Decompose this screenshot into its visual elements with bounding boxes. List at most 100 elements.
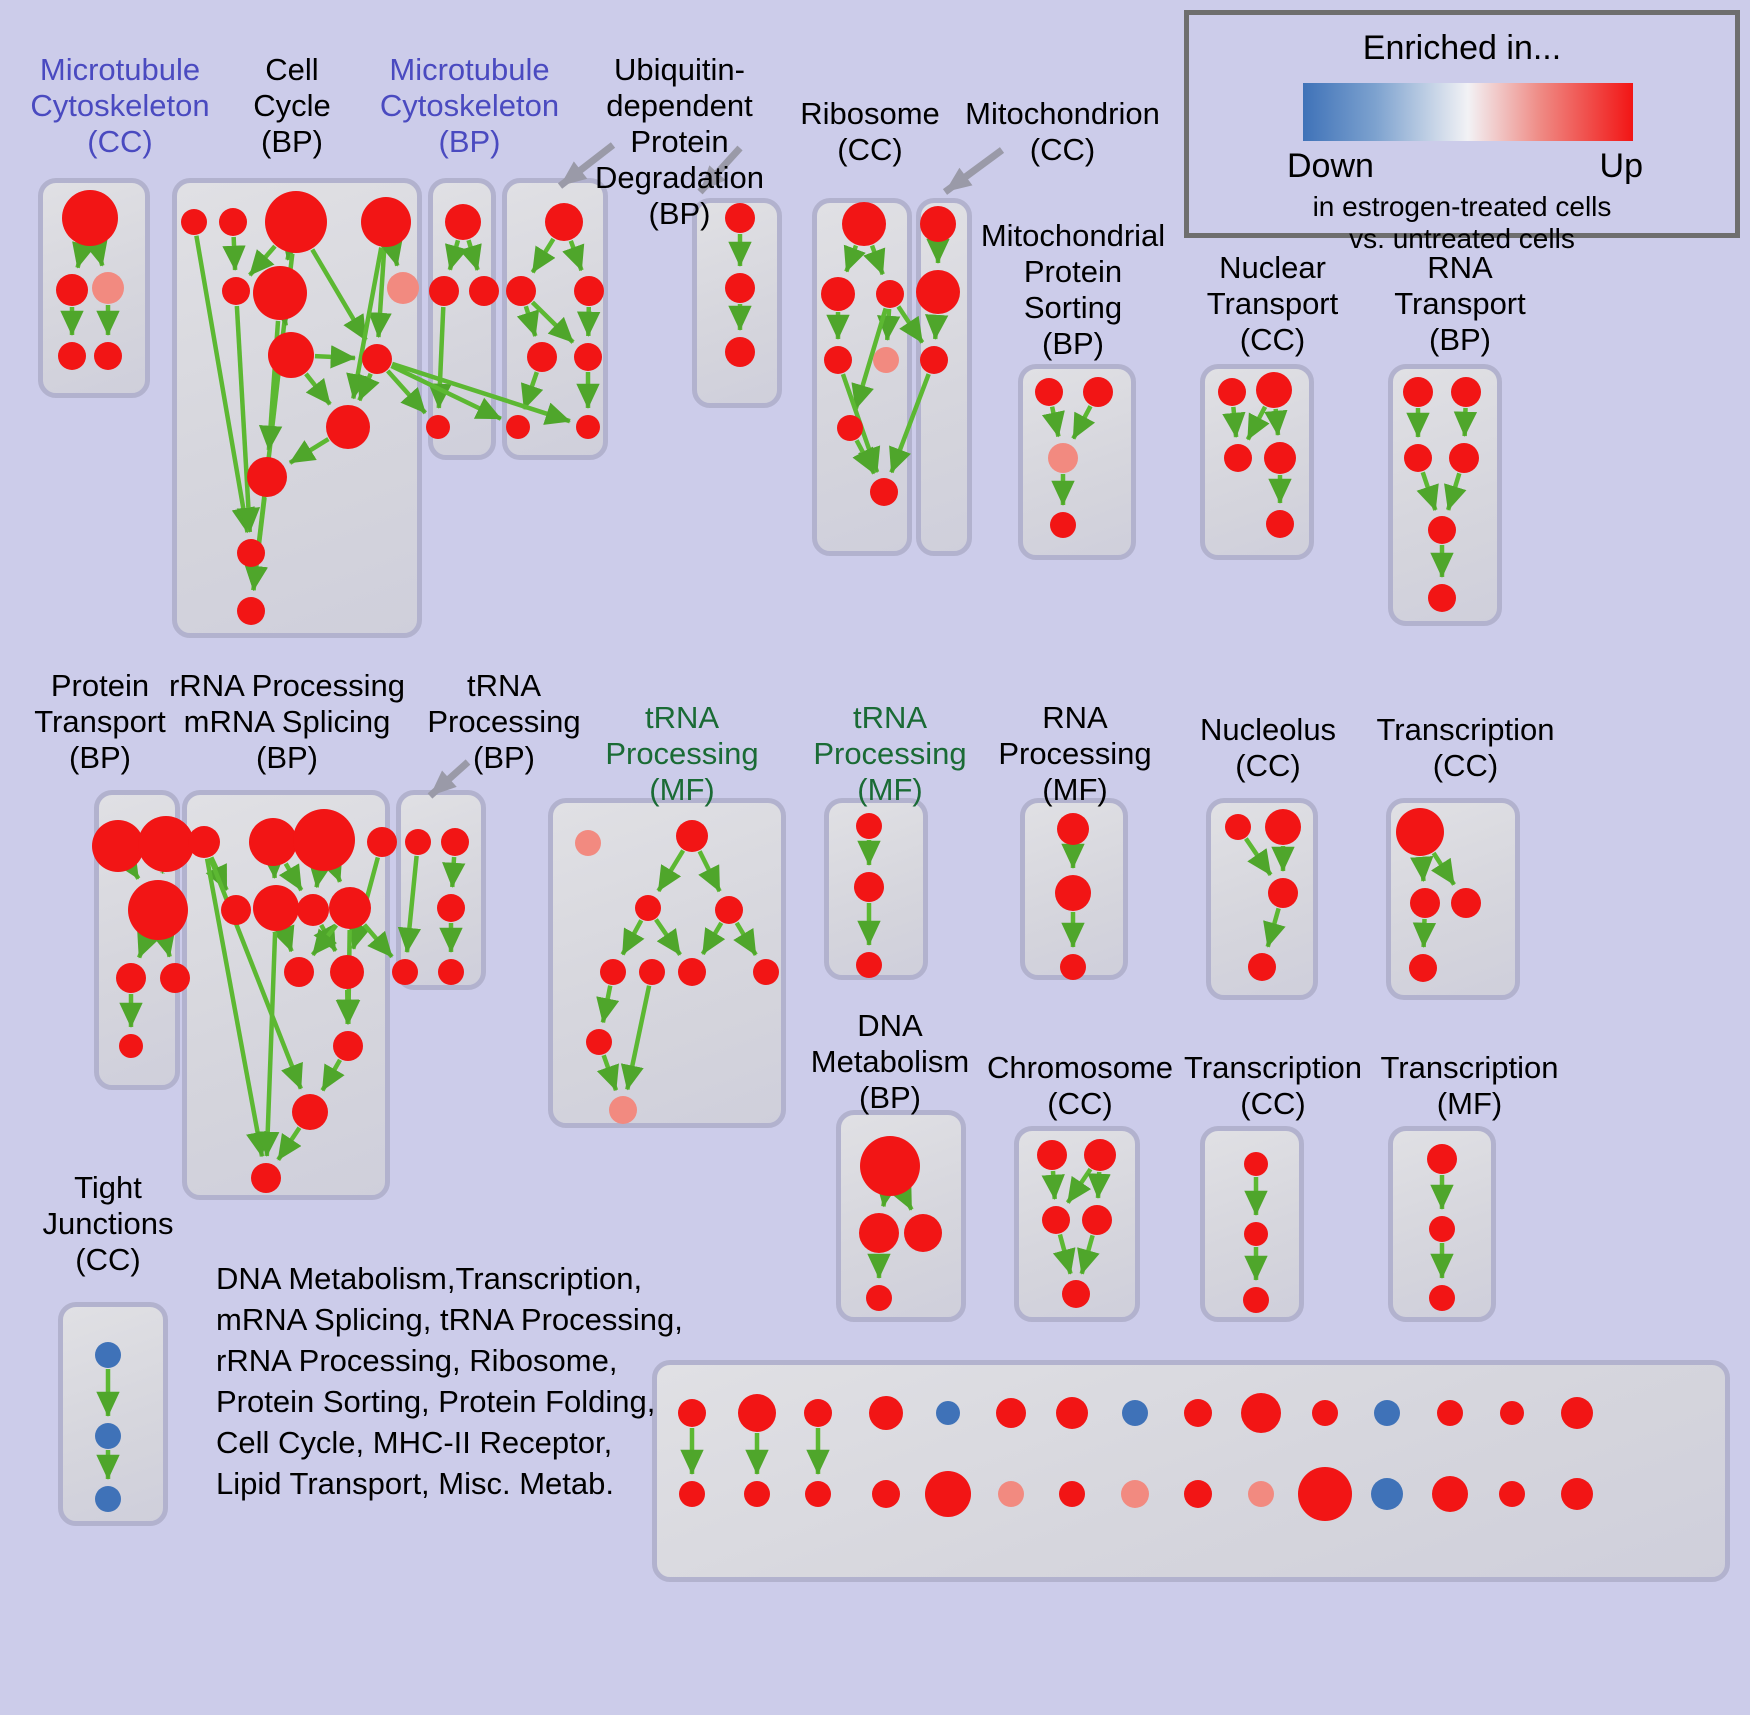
go-term-node[interactable] [856, 952, 882, 978]
go-term-node[interactable] [925, 1471, 971, 1517]
go-term-node[interactable] [1241, 1393, 1281, 1433]
go-term-node[interactable] [293, 809, 355, 871]
go-term-node[interactable] [725, 203, 755, 233]
go-term-node[interactable] [405, 829, 431, 855]
go-term-node[interactable] [292, 1094, 328, 1130]
go-term-node[interactable] [854, 872, 884, 902]
go-term-node[interactable] [842, 202, 886, 246]
go-term-node[interactable] [1499, 1481, 1525, 1507]
go-term-node[interactable] [920, 346, 948, 374]
go-term-node[interactable] [1060, 954, 1086, 980]
go-term-node[interactable] [1561, 1397, 1593, 1429]
go-term-node[interactable] [429, 276, 459, 306]
go-term-node[interactable] [56, 274, 88, 306]
go-term-node[interactable] [326, 405, 370, 449]
go-term-node[interactable] [1427, 1144, 1457, 1174]
go-term-node[interactable] [1059, 1481, 1085, 1507]
go-term-node[interactable] [860, 1136, 920, 1196]
go-term-node[interactable] [639, 959, 665, 985]
go-term-node[interactable] [1404, 444, 1432, 472]
go-term-node[interactable] [1037, 1140, 1067, 1170]
go-term-node[interactable] [1500, 1401, 1524, 1425]
go-term-node[interactable] [574, 276, 604, 306]
go-term-node[interactable] [1410, 888, 1440, 918]
go-term-node[interactable] [1244, 1152, 1268, 1176]
go-term-node[interactable] [600, 959, 626, 985]
go-term-node[interactable] [1449, 443, 1479, 473]
go-term-node[interactable] [392, 959, 418, 985]
go-term-node[interactable] [297, 894, 329, 926]
go-term-node[interactable] [1062, 1280, 1090, 1308]
go-term-node[interactable] [1428, 584, 1456, 612]
go-term-node[interactable] [1122, 1400, 1148, 1426]
go-term-node[interactable] [268, 332, 314, 378]
go-term-node[interactable] [188, 826, 220, 858]
go-term-node[interactable] [859, 1213, 899, 1253]
go-term-node[interactable] [1256, 372, 1292, 408]
go-term-node[interactable] [1428, 516, 1456, 544]
go-term-node[interactable] [1048, 443, 1078, 473]
go-term-node[interactable] [873, 347, 899, 373]
go-term-node[interactable] [362, 344, 392, 374]
go-term-node[interactable] [1184, 1480, 1212, 1508]
go-term-node[interactable] [426, 415, 450, 439]
go-term-node[interactable] [837, 415, 863, 441]
go-term-node[interactable] [1265, 809, 1301, 845]
go-term-node[interactable] [1298, 1467, 1352, 1521]
go-term-node[interactable] [678, 1399, 706, 1427]
go-term-node[interactable] [58, 342, 86, 370]
go-term-node[interactable] [753, 959, 779, 985]
go-term-node[interactable] [1268, 878, 1298, 908]
go-term-node[interactable] [1184, 1399, 1212, 1427]
go-term-node[interactable] [876, 280, 904, 308]
go-term-node[interactable] [95, 1486, 121, 1512]
go-term-node[interactable] [1429, 1285, 1455, 1311]
go-term-node[interactable] [1451, 377, 1481, 407]
go-term-node[interactable] [586, 1029, 612, 1055]
go-term-node[interactable] [998, 1481, 1024, 1507]
go-term-node[interactable] [576, 415, 600, 439]
go-term-node[interactable] [265, 191, 327, 253]
go-term-node[interactable] [904, 1214, 942, 1252]
go-term-node[interactable] [1035, 378, 1063, 406]
go-term-node[interactable] [1409, 954, 1437, 982]
go-term-node[interactable] [1224, 444, 1252, 472]
go-term-node[interactable] [1374, 1400, 1400, 1426]
go-term-node[interactable] [219, 208, 247, 236]
go-term-node[interactable] [856, 813, 882, 839]
go-term-node[interactable] [527, 342, 557, 372]
go-term-node[interactable] [181, 209, 207, 235]
go-term-node[interactable] [221, 895, 251, 925]
go-term-node[interactable] [138, 816, 194, 872]
go-term-node[interactable] [438, 959, 464, 985]
go-term-node[interactable] [1042, 1206, 1070, 1234]
go-term-node[interactable] [284, 957, 314, 987]
go-term-node[interactable] [1248, 953, 1276, 981]
go-term-node[interactable] [916, 270, 960, 314]
go-term-node[interactable] [1050, 512, 1076, 538]
go-term-node[interactable] [805, 1481, 831, 1507]
go-term-node[interactable] [804, 1399, 832, 1427]
go-term-node[interactable] [936, 1401, 960, 1425]
go-term-node[interactable] [92, 820, 144, 872]
go-term-node[interactable] [506, 276, 536, 306]
go-term-node[interactable] [249, 818, 297, 866]
go-term-node[interactable] [1312, 1400, 1338, 1426]
go-term-node[interactable] [253, 885, 299, 931]
go-term-node[interactable] [1432, 1476, 1468, 1512]
go-term-node[interactable] [715, 896, 743, 924]
go-term-node[interactable] [679, 1481, 705, 1507]
go-term-node[interactable] [1084, 1139, 1116, 1171]
go-term-node[interactable] [1371, 1478, 1403, 1510]
go-term-node[interactable] [251, 1163, 281, 1193]
go-term-node[interactable] [1561, 1478, 1593, 1510]
go-term-node[interactable] [609, 1096, 637, 1124]
go-term-node[interactable] [1083, 377, 1113, 407]
go-term-node[interactable] [1121, 1480, 1149, 1508]
go-term-node[interactable] [94, 342, 122, 370]
go-term-node[interactable] [1266, 510, 1294, 538]
go-term-node[interactable] [253, 266, 307, 320]
go-term-node[interactable] [996, 1398, 1026, 1428]
go-term-node[interactable] [1055, 875, 1091, 911]
go-term-node[interactable] [725, 337, 755, 367]
